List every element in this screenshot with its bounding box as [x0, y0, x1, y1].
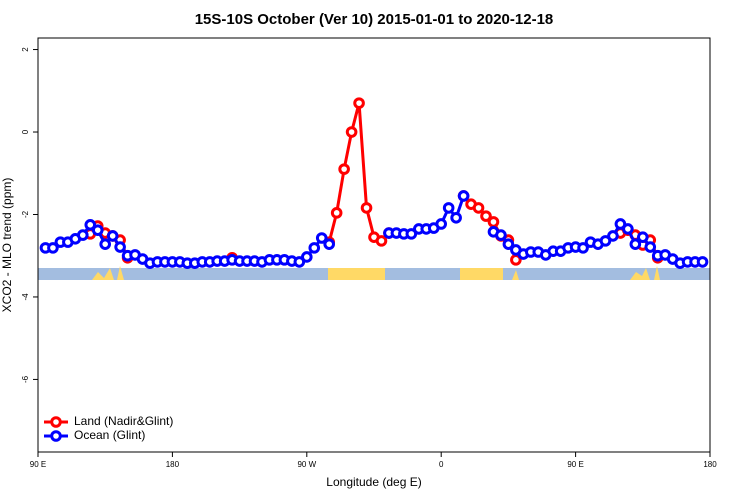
series-line — [45, 195, 703, 265]
data-point — [360, 202, 373, 214]
x-tick-label: 90 E — [30, 460, 46, 469]
data-point — [106, 230, 119, 242]
data-point — [577, 242, 589, 254]
chart-title: 15S-10S October (Ver 10) 2015-01-01 to 2… — [195, 11, 554, 28]
data-point — [495, 229, 507, 241]
x-tick-label: 90 W — [297, 460, 316, 469]
legend-marker — [50, 416, 62, 428]
data-point — [502, 238, 515, 250]
y-tick-label: -2 — [21, 210, 30, 218]
data-point — [472, 202, 485, 214]
data-point — [353, 97, 365, 109]
data-point — [84, 218, 97, 231]
x-tick-label: 90 E — [567, 460, 583, 469]
y-tick-label: 2 — [21, 47, 30, 52]
data-point — [293, 256, 306, 268]
data-point — [47, 242, 59, 254]
x-axis-label: Longitude (deg E) — [326, 475, 421, 489]
legend-marker — [50, 430, 62, 442]
data-point — [487, 216, 500, 228]
land-mask — [38, 266, 710, 280]
data-point — [607, 230, 619, 242]
mask-land — [460, 268, 503, 280]
x-tick-label: 0 — [439, 460, 444, 469]
data-point — [301, 251, 313, 263]
legend-label: Ocean (Glint) — [74, 428, 145, 442]
data-point — [77, 229, 89, 241]
data-point — [330, 207, 343, 219]
data-point — [696, 256, 709, 268]
data-point — [405, 228, 418, 240]
data-point — [480, 210, 492, 222]
data-point — [450, 211, 462, 224]
data-point — [114, 241, 126, 253]
data-point — [637, 231, 649, 243]
data-point — [308, 242, 321, 254]
y-tick-label: -4 — [21, 293, 30, 301]
data-point — [435, 218, 448, 230]
data-point — [315, 232, 328, 244]
data-point — [644, 241, 657, 253]
data-point — [91, 224, 104, 236]
y-tick-label: 0 — [21, 129, 30, 134]
plot-frame — [37, 37, 711, 453]
data-point — [622, 223, 634, 235]
data-point — [457, 190, 470, 202]
x-tick-label: 180 — [166, 460, 180, 469]
data-point — [323, 238, 336, 250]
y-tick-label: -6 — [21, 375, 30, 383]
data-point — [338, 163, 350, 175]
data-point — [345, 126, 358, 138]
legend-label: Land (Nadir&Glint) — [74, 414, 173, 428]
data-point — [629, 238, 642, 250]
x-tick-label: 180 — [703, 460, 717, 469]
y-axis-label: XCO2 - MLO trend (ppm) — [0, 178, 14, 313]
data-point — [99, 238, 111, 250]
data-point — [614, 218, 627, 230]
data-point — [375, 235, 388, 247]
mask-land — [328, 268, 385, 280]
data-point — [442, 202, 455, 214]
data-point — [599, 235, 612, 247]
